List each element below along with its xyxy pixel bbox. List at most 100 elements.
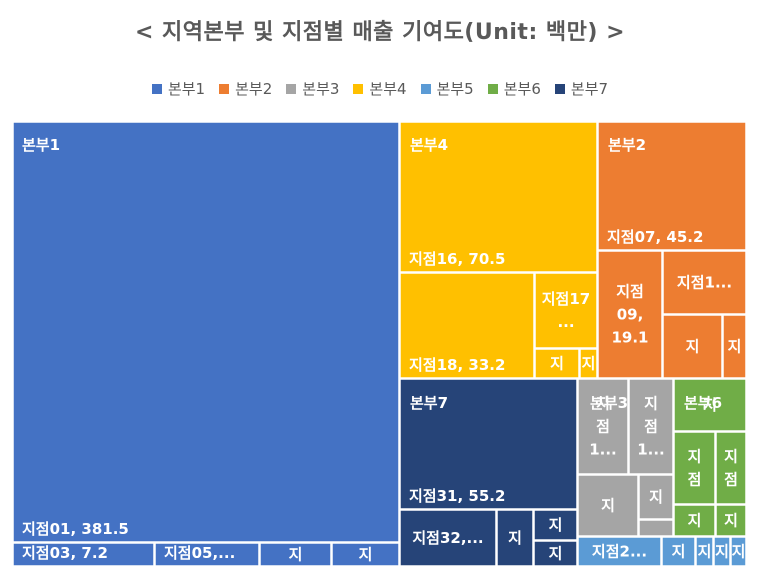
group-label: 본부7: [410, 394, 448, 412]
tile-label: 지: [724, 512, 738, 530]
tile-label: 지: [686, 338, 700, 356]
tile-label: 지점16, 70.5: [409, 250, 505, 268]
treemap-tile: [673, 431, 716, 505]
legend-swatch: [151, 83, 162, 94]
legend-swatch: [219, 83, 230, 94]
tile-label: 지점01, 381.5: [22, 520, 129, 538]
legend-item: 본부7: [554, 78, 609, 99]
group-label: 본부1: [22, 136, 60, 154]
treemap-tile: [730, 536, 747, 567]
tile-label: 지: [596, 395, 610, 413]
chart-legend: 본부1 본부2 본부3 본부4 본부5 본부6 본부7: [0, 78, 760, 99]
tile-label: 지점17: [542, 290, 590, 308]
treemap-tile: [597, 250, 663, 379]
tile-label: 지점03, 7.2: [22, 544, 108, 562]
group-label: 본부4: [410, 136, 448, 154]
tile-label: 지점07, 45.2: [607, 228, 703, 246]
tile-label: 점: [644, 418, 658, 436]
tile-label: 지: [715, 543, 729, 561]
legend-item: 본부4: [353, 78, 407, 99]
treemap-tile: [577, 474, 639, 537]
treemap-tile: [12, 542, 155, 567]
treemap-tile: [715, 431, 747, 505]
treemap-tile: [331, 542, 400, 567]
treemap-tile: [154, 542, 260, 567]
legend-item: 본부1: [151, 78, 206, 99]
treemap-tile: [399, 272, 535, 379]
tile-label: 지: [549, 545, 563, 563]
tile-label: 지: [601, 497, 615, 515]
tile-label: 지: [549, 516, 563, 534]
tile-label: ...: [557, 313, 574, 331]
treemap-tile: [12, 121, 400, 543]
tile-label: 지: [289, 546, 303, 564]
tile-label: 지점05,...: [164, 544, 235, 562]
chart-title: < 지역본부 및 지점별 매출 기여도(Unit: 백만) >: [134, 20, 626, 45]
tile-label: 지: [703, 396, 717, 414]
legend-item: 본부6: [487, 78, 541, 99]
legend-swatch: [353, 83, 364, 94]
legend-label: 본부5: [436, 80, 474, 98]
treemap-tile: [638, 519, 674, 537]
treemap-tile: [695, 536, 714, 567]
treemap-tile: [661, 536, 696, 567]
treemap-tile: [722, 314, 747, 379]
treemap-tile: [534, 272, 598, 349]
tile-label: 지: [728, 338, 742, 356]
tile-label: 지점: [616, 283, 644, 301]
tile-label: 지: [672, 543, 686, 561]
treemap-tile: [662, 314, 723, 379]
treemap-group: 지점16, 70.5 지점18, 33.2 지점17... 지 지 본부4: [399, 121, 598, 379]
tile-label: 지: [732, 543, 746, 561]
tile-label: 09,: [617, 306, 644, 324]
treemap-group: 지점07, 45.2 지점 09, 19.1 지점1... 지 지 본부2: [597, 121, 747, 379]
legend-label: 본부2: [235, 80, 273, 98]
legend-swatch: [487, 83, 498, 94]
legend-label: 본부7: [570, 80, 609, 98]
legend-label: 본부3: [302, 80, 340, 98]
legend-swatch: [420, 83, 431, 94]
treemap-tile: [533, 509, 578, 541]
tile-label: 지: [644, 395, 658, 413]
treemap-tile: [399, 121, 598, 273]
legend-item: 본부3: [286, 78, 339, 99]
treemap-tile: [662, 250, 747, 315]
treemap-tile: [577, 378, 629, 475]
tile-label: 지점31, 55.2: [409, 487, 505, 505]
treemap-tile: [533, 540, 578, 567]
tile-label: 1...: [589, 441, 617, 459]
tile-label: 지: [688, 448, 702, 466]
treemap-group: 지점2... 지 지 지 지: [577, 536, 747, 567]
legend-label: 본부1: [167, 80, 206, 98]
treemap-tile: [534, 348, 580, 379]
tile-label: 19.1: [611, 329, 648, 347]
tile-label: 지: [550, 355, 564, 373]
tile-label: 지점18, 33.2: [409, 356, 505, 374]
tile-label: 지: [582, 355, 596, 373]
treemap-tile: [673, 378, 747, 432]
tile-label: 점: [688, 471, 702, 489]
treemap-tile: [597, 121, 747, 251]
tile-label: 지: [724, 448, 738, 466]
tile-label: 지점1...: [677, 274, 732, 292]
legend-item: 본부5: [420, 78, 474, 99]
tile-label: 지: [359, 546, 373, 564]
tile-label: 지: [508, 529, 522, 547]
treemap-tile: [399, 509, 497, 567]
treemap-tile: [713, 536, 731, 567]
tile-label: 점: [724, 471, 738, 489]
legend-label: 본부4: [369, 80, 407, 98]
tile-label: 점: [596, 418, 610, 436]
treemap-tile: [579, 348, 598, 379]
tile-label: 지: [688, 512, 702, 530]
tile-label: 지: [649, 488, 663, 506]
treemap-tile: [638, 474, 674, 520]
legend-label: 본부6: [503, 80, 541, 98]
treemap-tile: [496, 509, 534, 567]
tile-label: 지: [698, 543, 712, 561]
treemap-tile: [259, 542, 332, 567]
